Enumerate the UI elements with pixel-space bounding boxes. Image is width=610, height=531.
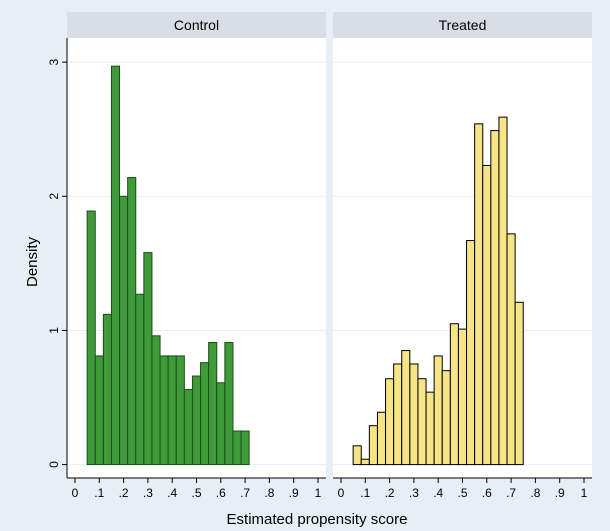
histogram-bar	[425, 391, 435, 466]
histogram-bar	[143, 252, 153, 466]
histogram-bar	[191, 375, 202, 466]
histogram-bar	[409, 363, 419, 466]
histogram-bar	[119, 195, 129, 466]
x-tick-label: .6	[216, 486, 226, 500]
x-tick-label: 1	[581, 486, 588, 500]
histogram-bar	[498, 116, 508, 466]
histogram-bar	[240, 430, 250, 466]
y-axis-title: Density	[24, 236, 41, 287]
x-tick-label: .1	[94, 486, 104, 500]
histogram-bar	[167, 355, 177, 466]
histogram-bar	[441, 370, 451, 466]
x-tick-label: .1	[360, 486, 370, 500]
histogram-bar	[224, 342, 234, 466]
panel-control: Control 0 .1 .2 .3 .4 .5 .6 .7 .8 .9 1 0 1 2 3	[47, 12, 326, 500]
histogram-bar	[506, 233, 516, 466]
x-tick-label: .6	[482, 486, 492, 500]
x-tick-label: .7	[506, 486, 516, 500]
panel-title: Control	[174, 17, 219, 33]
histogram-bar	[490, 130, 500, 466]
x-tick-label: .2	[119, 486, 129, 500]
x-tick-label: .3	[143, 486, 153, 500]
x-tick-label: .3	[409, 486, 419, 500]
x-tick-label: .9	[289, 486, 299, 500]
y-tick-label: 2	[47, 193, 61, 200]
histogram-bar	[151, 335, 161, 466]
histogram-bar	[175, 355, 185, 466]
histogram-bar	[127, 177, 137, 466]
histogram-bar	[352, 445, 362, 466]
histogram-bar	[514, 301, 524, 466]
histogram-bar	[401, 350, 411, 466]
x-tick-label: .8	[264, 486, 274, 500]
histogram-bar	[449, 323, 459, 466]
panel-title: Treated	[439, 17, 487, 33]
x-tick-label: .4	[433, 486, 443, 500]
histogram-bar	[482, 164, 492, 466]
histogram-bar	[200, 362, 210, 466]
histogram-bar	[102, 313, 112, 466]
histogram-bar	[86, 210, 96, 466]
x-tick-label: .5	[191, 486, 201, 500]
histogram-bar	[232, 430, 242, 466]
x-tick-label: .4	[167, 486, 177, 500]
histogram-bar	[385, 378, 395, 466]
x-axis-title: Estimated propensity score	[227, 511, 408, 528]
histogram-bar	[474, 123, 484, 466]
histogram-bar	[94, 355, 104, 466]
histogram-bar	[110, 65, 121, 466]
histogram-bar	[368, 425, 378, 466]
histogram-bar	[457, 328, 468, 466]
histogram-bar	[360, 458, 370, 466]
histogram-bar	[393, 363, 403, 466]
histogram-bar	[466, 240, 476, 466]
x-tick-label: .8	[530, 486, 540, 500]
panel-treated: Treated 0 .1 .2 .3 .4 .5 .6 .7 .8 .9 1	[333, 12, 592, 500]
histogram-bar	[135, 293, 145, 466]
histogram-bar	[376, 411, 387, 466]
y-tick-label: 3	[47, 58, 61, 65]
histogram-bar	[208, 342, 218, 466]
histogram-bar	[417, 378, 427, 466]
histogram-bar	[216, 382, 226, 466]
panel-strip	[67, 12, 326, 38]
histogram-bar	[433, 355, 443, 466]
x-tick-label: .5	[457, 486, 467, 500]
x-tick-label: .2	[385, 486, 395, 500]
y-tick-label: 1	[47, 327, 61, 334]
x-tick-label: 0	[338, 486, 345, 500]
panel-strip	[333, 12, 592, 38]
x-tick-label: .9	[555, 486, 565, 500]
x-tick-label: 0	[72, 486, 79, 500]
x-tick-label: .7	[240, 486, 250, 500]
histogram-bar	[183, 388, 193, 466]
x-tick-label: 1	[315, 486, 322, 500]
y-tick-label: 0	[47, 461, 61, 468]
histogram-bar	[159, 355, 169, 466]
